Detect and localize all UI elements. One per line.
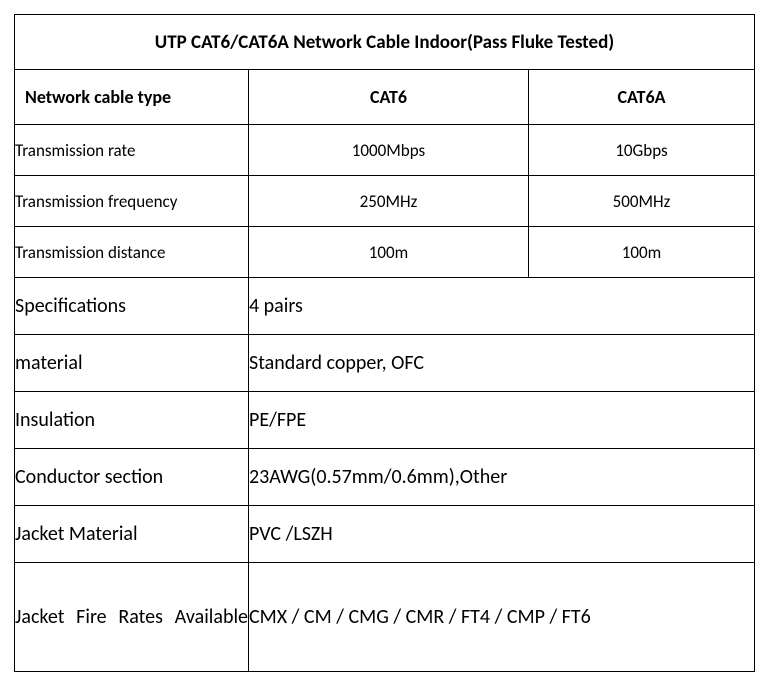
row-label: Jacket Fire Rates Available: [15, 563, 249, 672]
row-label: Transmission frequency: [15, 176, 249, 227]
row-label: Conductor section: [15, 449, 249, 506]
row-value: PVC /LSZH: [249, 506, 755, 563]
full-row: Conductor section 23AWG(0.57mm/0.6mm),Ot…: [15, 449, 755, 506]
compare-row: Transmission frequency 250MHz 500MHz: [15, 176, 755, 227]
compare-row: Transmission rate 1000Mbps 10Gbps: [15, 125, 755, 176]
row-value: Standard copper, OFC: [249, 335, 755, 392]
row-label: Transmission distance: [15, 227, 249, 278]
row-value: 23AWG(0.57mm/0.6mm),Other: [249, 449, 755, 506]
row-value: PE/FPE: [249, 392, 755, 449]
row-cat6a: 100m: [529, 227, 755, 278]
row-label: Insulation: [15, 392, 249, 449]
full-row: Jacket Fire Rates Available CMX / CM / C…: [15, 563, 755, 672]
header-label: Network cable type: [15, 70, 249, 125]
row-label: material: [15, 335, 249, 392]
row-cat6: 1000Mbps: [249, 125, 529, 176]
row-cat6a: 10Gbps: [529, 125, 755, 176]
table-title: UTP CAT6/CAT6A Network Cable Indoor(Pass…: [15, 15, 755, 70]
full-row: Insulation PE/FPE: [15, 392, 755, 449]
row-cat6: 250MHz: [249, 176, 529, 227]
full-row: Jacket Material PVC /LSZH: [15, 506, 755, 563]
full-row: Specifications 4 pairs: [15, 278, 755, 335]
row-cat6: 100m: [249, 227, 529, 278]
compare-row: Transmission distance 100m 100m: [15, 227, 755, 278]
header-cat6: CAT6: [249, 70, 529, 125]
row-value: 4 pairs: [249, 278, 755, 335]
row-label: Transmission rate: [15, 125, 249, 176]
header-cat6a: CAT6A: [529, 70, 755, 125]
header-row: Network cable type CAT6 CAT6A: [15, 70, 755, 125]
row-label: Specifications: [15, 278, 249, 335]
title-row: UTP CAT6/CAT6A Network Cable Indoor(Pass…: [15, 15, 755, 70]
row-label: Jacket Material: [15, 506, 249, 563]
row-cat6a: 500MHz: [529, 176, 755, 227]
full-row: material Standard copper, OFC: [15, 335, 755, 392]
spec-table: UTP CAT6/CAT6A Network Cable Indoor(Pass…: [14, 14, 755, 672]
row-value: CMX / CM / CMG / CMR / FT4 / CMP / FT6: [249, 563, 755, 672]
